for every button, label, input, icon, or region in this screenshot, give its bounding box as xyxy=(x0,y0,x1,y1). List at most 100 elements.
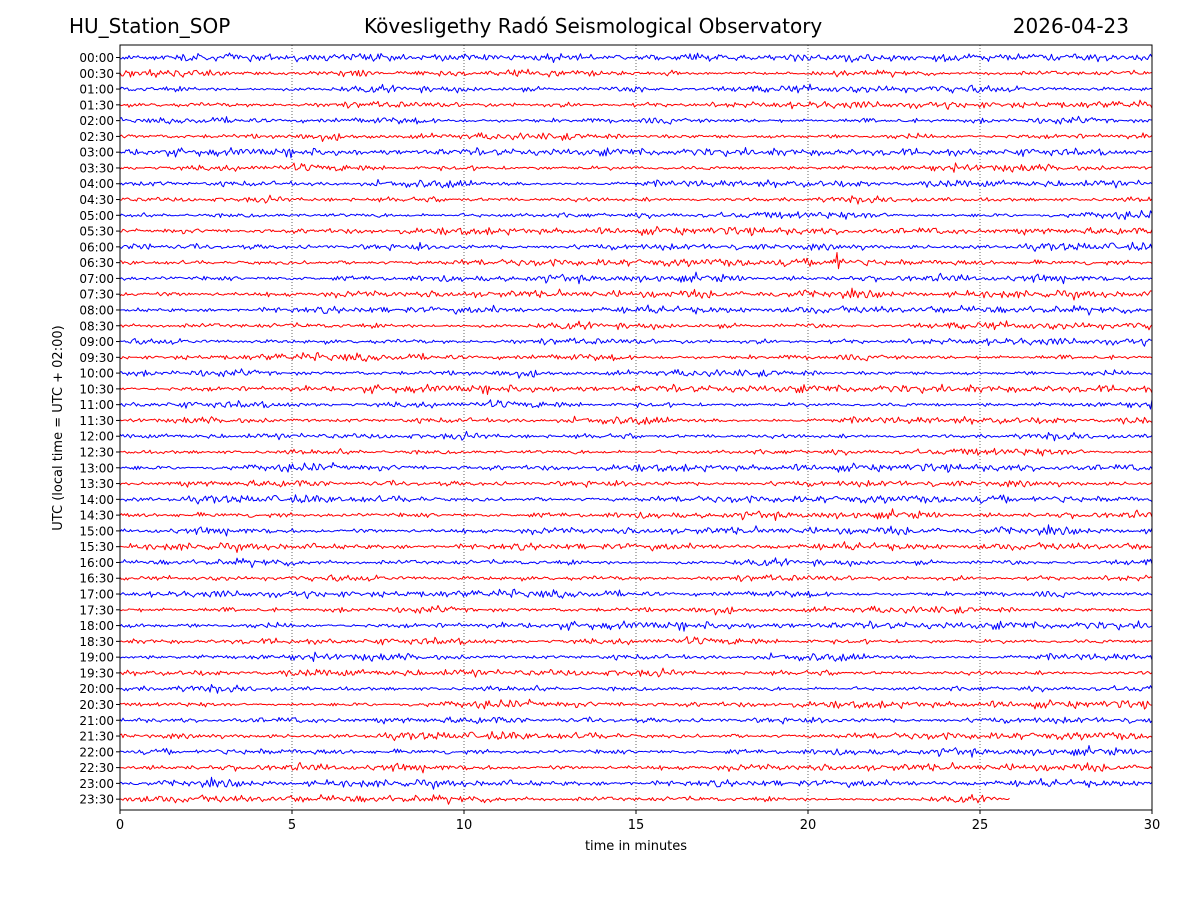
x-tick-label-30: 30 xyxy=(1144,818,1161,833)
y-tick-label: 03:00 xyxy=(79,146,114,160)
trace-0900 xyxy=(119,337,1153,347)
trace-1530 xyxy=(119,541,1153,553)
y-tick-label: 11:00 xyxy=(79,398,114,412)
x-axis-label: time in minutes xyxy=(585,839,687,854)
trace-0100 xyxy=(119,83,1153,94)
trace-2200 xyxy=(119,745,1153,758)
y-tick-label: 13:30 xyxy=(79,477,114,491)
y-tick-label: 02:00 xyxy=(79,114,114,128)
x-tick-label-5: 5 xyxy=(288,818,296,833)
trace-0930 xyxy=(119,352,1153,362)
y-tick-label: 23:30 xyxy=(79,793,114,807)
trace-1700 xyxy=(119,588,1153,600)
trace-0730 xyxy=(119,287,1153,301)
station-name: HU_Station_SOP xyxy=(69,14,231,38)
seismic-traces xyxy=(119,52,1153,805)
y-axis-label: UTC (local time = UTC + 02:00) xyxy=(51,325,66,530)
y-tick-label: 05:30 xyxy=(79,225,114,239)
y-tick-label: 18:30 xyxy=(79,635,114,649)
trace-1130 xyxy=(119,415,1153,425)
trace-1630 xyxy=(119,574,1153,583)
trace-1000 xyxy=(119,368,1152,379)
trace-2230 xyxy=(119,761,1153,774)
trace-1400 xyxy=(119,494,1153,505)
date-label: 2026-04-23 xyxy=(1012,14,1129,38)
x-axis: 0 5 10 15 20 25 30 xyxy=(116,810,1160,833)
trace-0600 xyxy=(119,241,1153,252)
y-tick-label: 08:30 xyxy=(79,319,114,333)
y-tick-label: 06:30 xyxy=(79,256,114,270)
trace-1600 xyxy=(119,557,1153,569)
trace-1730 xyxy=(119,605,1153,616)
y-tick-label: 10:00 xyxy=(79,367,114,381)
y-tick-label: 07:00 xyxy=(79,272,114,286)
y-tick-label: 11:30 xyxy=(79,414,114,428)
y-tick-label: 02:30 xyxy=(79,130,114,144)
y-tick-label: 15:00 xyxy=(79,524,114,538)
y-tick-label: 04:30 xyxy=(79,193,114,207)
y-tick-label: 17:30 xyxy=(79,603,114,617)
trace-1800 xyxy=(119,620,1153,632)
y-tick-label: 21:00 xyxy=(79,714,114,728)
trace-1230 xyxy=(119,447,1153,457)
trace-1500 xyxy=(119,524,1153,537)
y-tick-label: 19:30 xyxy=(79,666,114,680)
y-tick-label: 12:00 xyxy=(79,430,114,444)
y-tick-label: 05:00 xyxy=(79,209,114,223)
observatory-title: Kövesligethy Radó Seismological Observat… xyxy=(364,14,823,38)
x-tick-label-20: 20 xyxy=(800,818,817,833)
y-tick-label: 06:00 xyxy=(79,240,114,254)
trace-2130 xyxy=(119,731,1153,742)
y-tick-label: 16:30 xyxy=(79,572,114,586)
y-tick-label: 21:30 xyxy=(79,730,114,744)
y-tick-label: 16:00 xyxy=(79,556,114,570)
y-tick-label: 17:00 xyxy=(79,588,114,602)
trace-1030 xyxy=(119,383,1153,395)
y-tick-label: 20:00 xyxy=(79,682,114,696)
trace-2030 xyxy=(119,698,1153,710)
trace-1930 xyxy=(119,667,1153,678)
trace-0030 xyxy=(119,68,1153,78)
trace-0530 xyxy=(119,225,1153,237)
y-tick-label: 13:00 xyxy=(79,461,114,475)
y-tick-label: 22:00 xyxy=(79,745,114,759)
y-tick-label: 14:00 xyxy=(79,493,114,507)
y-tick-label: 14:30 xyxy=(79,509,114,523)
x-tick-label-0: 0 xyxy=(116,818,124,833)
y-tick-label: 07:30 xyxy=(79,288,114,302)
trace-0230 xyxy=(119,132,1153,142)
trace-2300 xyxy=(119,776,1153,790)
trace-1200 xyxy=(119,430,1153,442)
y-tick-label: 23:00 xyxy=(79,777,114,791)
y-tick-label: 09:00 xyxy=(79,335,114,349)
trace-0330 xyxy=(119,162,1153,173)
trace-0430 xyxy=(119,194,1153,205)
y-tick-label: 19:00 xyxy=(79,651,114,665)
y-tick-label: 20:30 xyxy=(79,698,114,712)
x-tick-label-15: 15 xyxy=(628,818,645,833)
y-tick-label: 00:00 xyxy=(79,51,114,65)
trace-0300 xyxy=(119,147,1153,159)
trace-2000 xyxy=(119,684,1153,694)
y-tick-label: 03:30 xyxy=(79,161,114,175)
trace-0630 xyxy=(119,252,1153,270)
trace-1100 xyxy=(119,399,1153,410)
y-tick-label: 08:00 xyxy=(79,303,114,317)
trace-1830 xyxy=(119,636,1153,646)
x-tick-label-10: 10 xyxy=(456,818,473,833)
y-tick-label: 22:30 xyxy=(79,761,114,775)
trace-1330 xyxy=(119,479,1153,488)
y-tick-label: 18:00 xyxy=(79,619,114,633)
trace-0700 xyxy=(119,271,1153,285)
y-tick-label: 15:30 xyxy=(79,540,114,554)
y-tick-label: 12:30 xyxy=(79,446,114,460)
trace-0200 xyxy=(119,115,1153,125)
trace-0000 xyxy=(119,52,1153,63)
trace-1300 xyxy=(119,462,1153,473)
x-tick-label-25: 25 xyxy=(972,818,989,833)
trace-0800 xyxy=(119,304,1153,316)
y-tick-label: 00:30 xyxy=(79,67,114,81)
trace-0400 xyxy=(119,179,1153,189)
